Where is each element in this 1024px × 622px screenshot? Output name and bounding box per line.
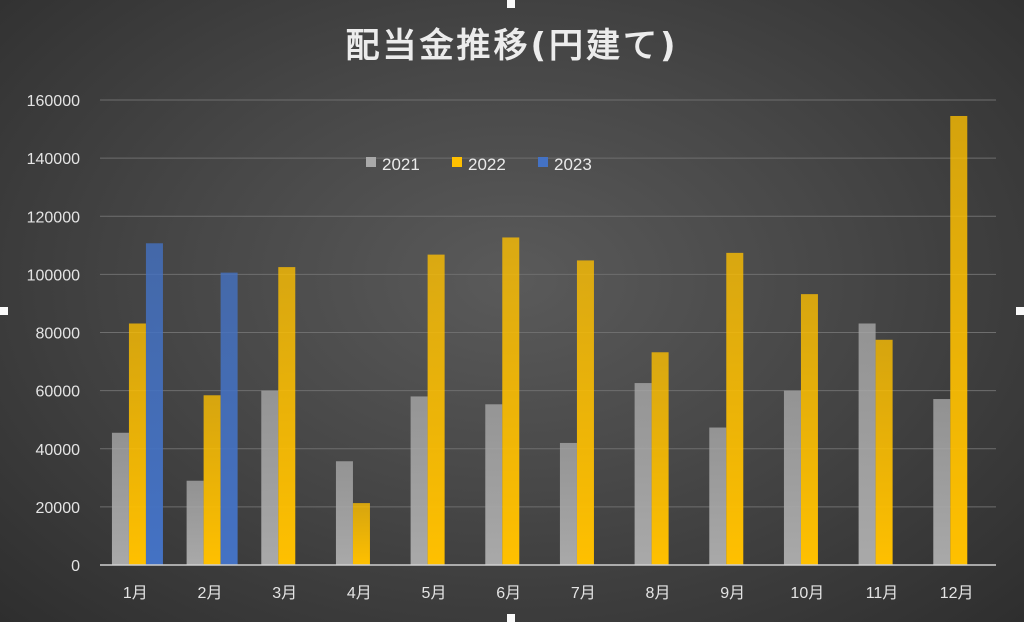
bar-2021-9月 (709, 427, 727, 565)
x-tick-label: 4月 (347, 585, 372, 602)
x-tick-label: 10月 (790, 585, 824, 602)
bar-2022-12月 (950, 115, 968, 565)
bar-2021-4月 (335, 461, 353, 565)
x-tick-label: 5月 (422, 585, 447, 602)
bar-2022-10月 (800, 294, 818, 565)
y-tick-label: 80000 (36, 326, 81, 343)
bar-2023-1月 (145, 243, 163, 565)
resize-handle-top[interactable] (507, 0, 515, 8)
y-tick-label: 100000 (27, 267, 80, 284)
legend-label-2022: 2022 (468, 155, 506, 174)
y-tick-label: 40000 (36, 442, 81, 459)
bar-2022-3月 (278, 267, 296, 565)
resize-handle-bottom[interactable] (507, 614, 515, 622)
bar-2021-7月 (559, 442, 577, 565)
resize-handle-left[interactable] (0, 307, 8, 315)
bar-2021-8月 (634, 383, 652, 565)
bar-2021-1月 (111, 432, 129, 565)
chart-title: 配当金推移(円建て) (345, 26, 679, 66)
bar-2022-5月 (427, 254, 445, 566)
y-tick-label: 60000 (36, 384, 81, 401)
y-tick-label: 120000 (27, 209, 80, 226)
x-tick-label: 6月 (496, 585, 521, 602)
legend-label-2023: 2023 (554, 155, 592, 174)
bar-2021-5月 (410, 396, 428, 565)
bar-2022-8月 (651, 352, 669, 565)
resize-handle-right[interactable] (1016, 307, 1024, 315)
y-tick-label: 160000 (27, 93, 80, 110)
bar-2022-11月 (875, 339, 893, 565)
x-tick-label: 3月 (272, 585, 297, 602)
bar-2022-4月 (352, 503, 370, 565)
legend-swatch-2022 (452, 157, 462, 167)
bar-2022-1月 (128, 323, 146, 565)
y-tick-label: 20000 (36, 500, 81, 517)
bar-2021-6月 (485, 404, 503, 565)
x-tick-label: 8月 (646, 585, 671, 602)
x-tick-label: 2月 (198, 585, 223, 602)
bar-2022-9月 (726, 252, 744, 565)
x-tick-label: 12月 (940, 585, 974, 602)
y-tick-label: 0 (71, 558, 80, 575)
bar-2021-2月 (186, 480, 204, 565)
bar-2021-3月 (261, 390, 279, 565)
x-tick-label: 7月 (571, 585, 596, 602)
y-tick-label: 140000 (27, 151, 80, 168)
bar-2023-2月 (220, 272, 238, 565)
legend-swatch-2023 (538, 157, 548, 167)
x-tick-label: 9月 (720, 585, 745, 602)
legend-swatch-2021 (366, 157, 376, 167)
bar-2022-7月 (576, 260, 594, 565)
x-tick-label: 11月 (866, 585, 899, 602)
bar-2021-10月 (783, 390, 801, 565)
bar-2021-12月 (933, 399, 951, 565)
bar-2022-2月 (203, 395, 221, 565)
bar-2022-6月 (502, 237, 520, 565)
bar-2021-11月 (858, 323, 876, 565)
legend-label-2021: 2021 (382, 155, 420, 174)
x-tick-label: 1月 (123, 585, 148, 602)
